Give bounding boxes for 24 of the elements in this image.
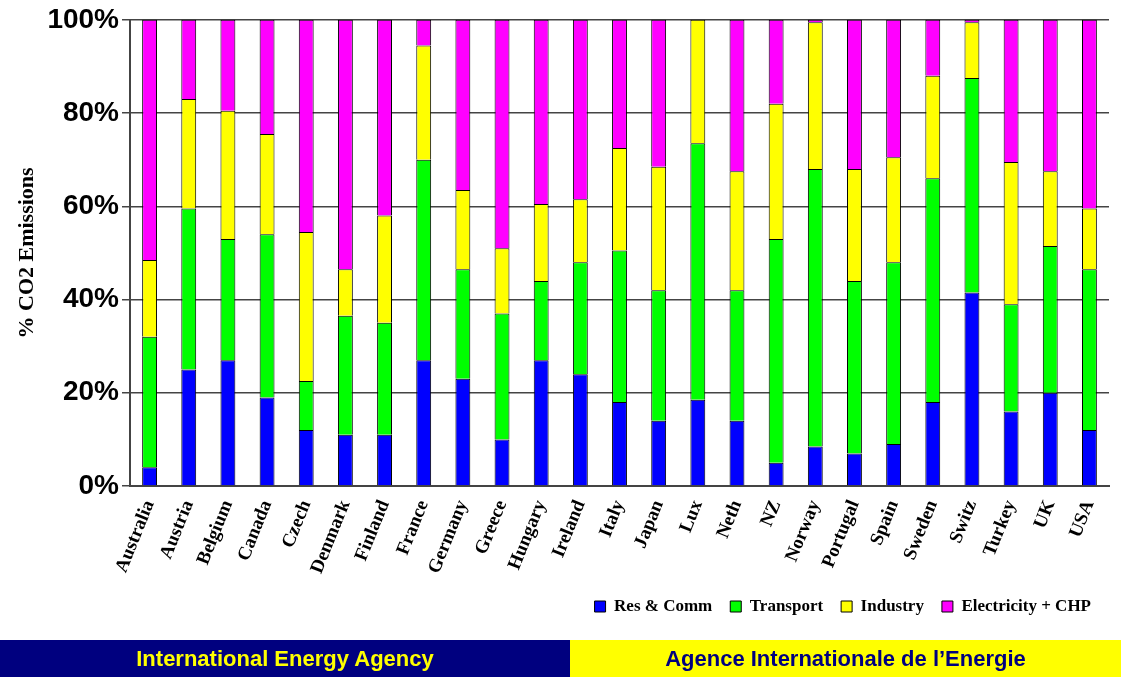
y-tick-label: 80%: [62, 95, 120, 127]
legend-label: Electricity + CHP: [961, 595, 1092, 615]
y-axis-title: % CO2 Emissions: [12, 166, 38, 339]
legend-label: Transport: [749, 595, 824, 615]
x-tick-label: Czech: [276, 496, 315, 551]
legend-label: Res & Comm: [614, 595, 713, 615]
y-tick-label: 60%: [62, 189, 120, 221]
legend-label: Industry: [860, 595, 925, 615]
y-tick-label: 0%: [78, 468, 120, 500]
x-tick-label: Italy: [594, 496, 628, 540]
x-tick-label: Switz: [944, 496, 981, 546]
x-tick-label: Greece: [469, 496, 511, 558]
x-tick-label: Lux: [674, 496, 707, 535]
x-tick-label: Neth: [711, 496, 746, 541]
x-tick-label: USA: [1063, 496, 1098, 540]
text: International Energy Agency: [0, 640, 570, 677]
x-tick-label: Spain: [865, 496, 903, 548]
text: Agence Internationale de l’Energie: [570, 640, 1121, 677]
y-tick-label: 100%: [47, 2, 120, 34]
x-tick-label: Japan: [628, 496, 668, 551]
y-tick-label: 40%: [62, 282, 120, 314]
x-tick-label: NZ: [755, 496, 785, 530]
x-tick-label: UK: [1028, 496, 1059, 532]
y-tick-label: 20%: [62, 375, 120, 407]
